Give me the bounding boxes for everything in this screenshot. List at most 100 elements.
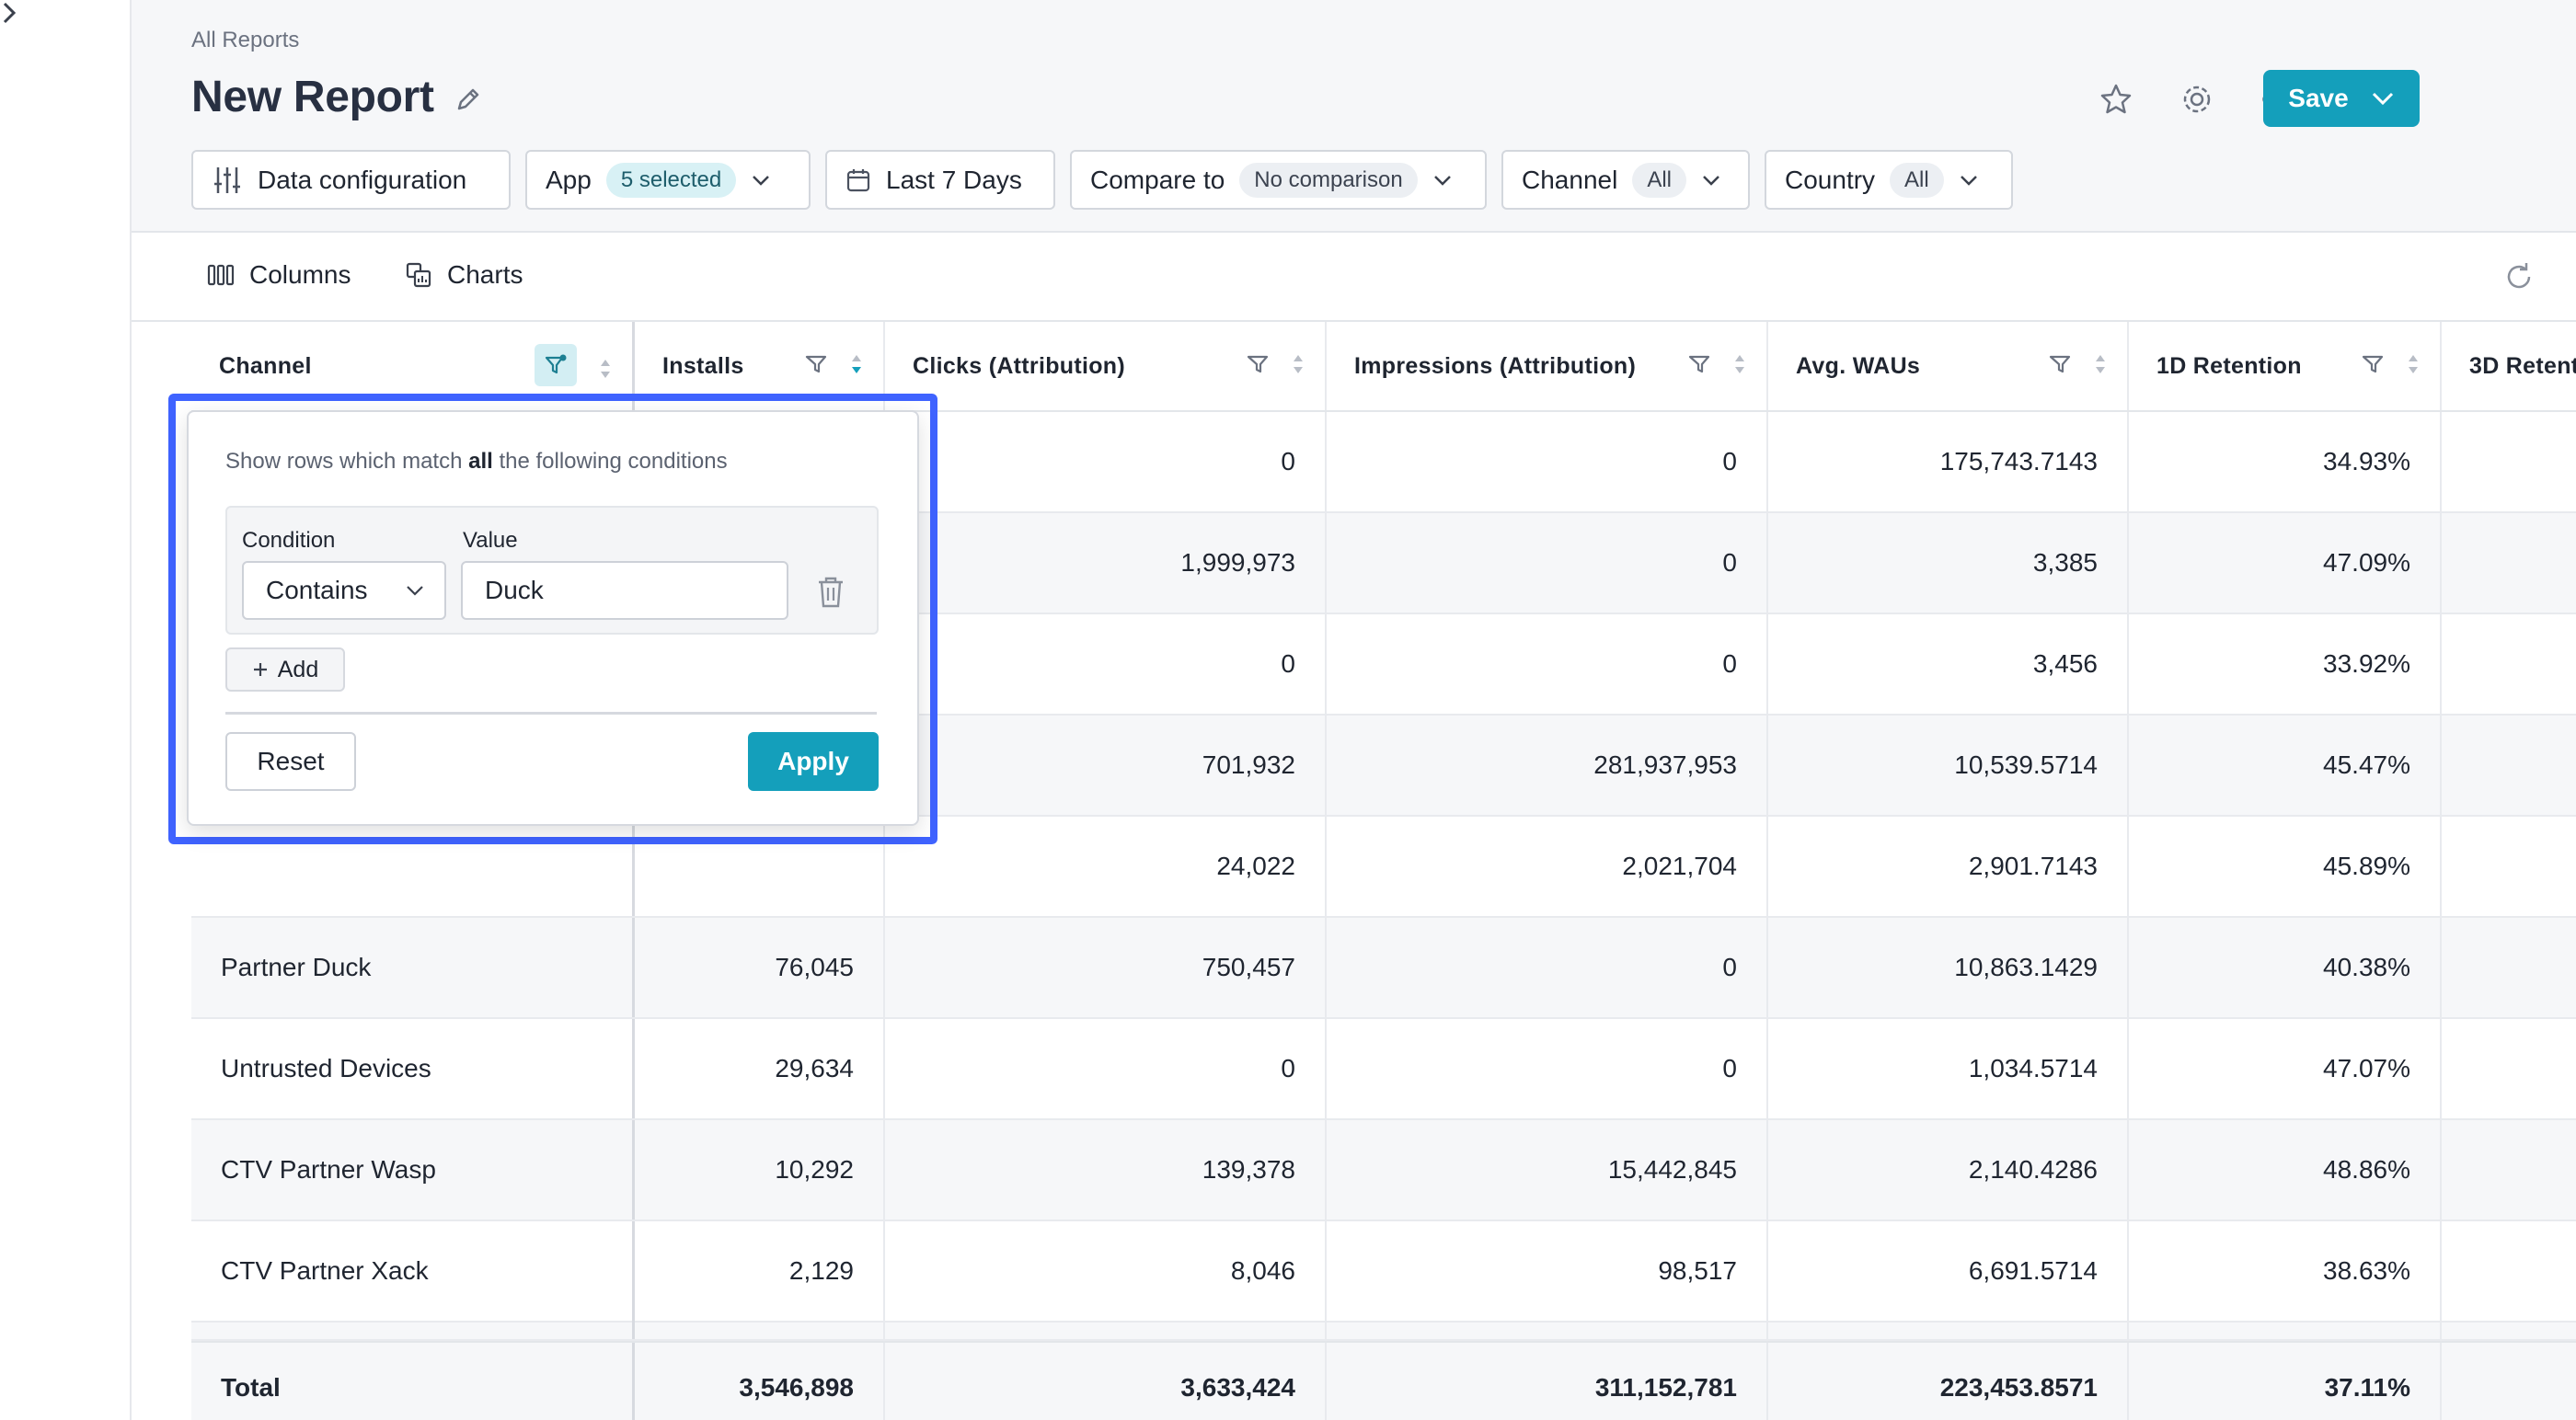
delete-condition-trash-icon[interactable] — [816, 576, 845, 609]
column-header-label: Channel — [219, 352, 312, 379]
filter-active-icon[interactable] — [535, 344, 577, 386]
filter-icon[interactable] — [2361, 352, 2385, 376]
metric-cell: 33.92% — [2129, 614, 2442, 714]
metric-cell: 26.24% — [2442, 412, 2576, 511]
edit-title-pencil-icon[interactable] — [454, 85, 483, 114]
reset-button[interactable]: Reset — [225, 732, 356, 791]
expand-sidebar-button[interactable] — [0, 0, 132, 1420]
table-toolbar: Columns Charts — [132, 233, 2576, 322]
table-row[interactable]: CTV Partner Wasp 10,292 139,378 15,442,845 2… — [191, 1120, 2576, 1221]
chevron-down-icon — [1703, 175, 1719, 186]
app-filter-label: App — [546, 165, 592, 194]
metric-cell: 0 — [885, 614, 1327, 714]
metric-cell: 2,129 — [635, 1221, 885, 1321]
chevron-down-icon — [1433, 175, 1451, 186]
header-actions — [2361, 351, 2420, 377]
breadcrumb[interactable]: All Reports — [191, 28, 300, 52]
charts-button[interactable]: Charts — [405, 260, 523, 290]
metric-cell: 0 — [885, 1019, 1327, 1118]
sort-icon[interactable] — [850, 351, 863, 377]
total-value: 27.57% — [2442, 1343, 2576, 1420]
condition-select-value: Contains — [266, 576, 368, 604]
metric-cell: 33.44% — [2442, 1120, 2576, 1220]
compare-to-label: Compare to — [1090, 165, 1225, 194]
metric-cell: 175,743.7143 — [1768, 412, 2129, 511]
settings-gear-icon[interactable] — [2177, 79, 2217, 120]
filter-icon[interactable] — [1246, 352, 1270, 376]
data-configuration-button[interactable]: Data configuration — [191, 150, 511, 210]
popover-highlight-box — [168, 394, 937, 844]
metric-cell: 3,385 — [1768, 513, 2129, 613]
filter-description: Show rows which match all the following … — [225, 449, 728, 474]
sort-icon[interactable] — [2407, 351, 2420, 377]
column-header-impressions-attribution[interactable]: Impressions (Attribution) — [1327, 322, 1768, 410]
app-selected-count-badge: 5 selected — [605, 162, 737, 198]
columns-button[interactable]: Columns — [207, 260, 351, 290]
date-range-picker[interactable]: Last 7 Days — [825, 150, 1055, 210]
metric-cell: 2,140.4286 — [1768, 1120, 2129, 1220]
metric-cell: 0 — [885, 412, 1327, 511]
column-header-clicks-attribution[interactable]: Clicks (Attribution) — [885, 322, 1327, 410]
app-filter-dropdown[interactable]: App 5 selected — [525, 150, 811, 210]
header-actions — [1246, 351, 1305, 377]
column-header-3d-retention[interactable]: 3D Retention — [2442, 322, 2576, 410]
compare-to-dropdown[interactable]: Compare to No comparison — [1070, 150, 1487, 210]
filter-icon[interactable] — [804, 352, 828, 376]
column-header-avg-waus[interactable]: Avg. WAUs — [1768, 322, 2129, 410]
charts-icon — [406, 262, 431, 288]
metric-cell: 0 — [1327, 1019, 1768, 1118]
metric-cell: 2,021,704 — [1327, 817, 1768, 916]
columns-label: Columns — [249, 260, 351, 289]
header-actions — [1687, 351, 1746, 377]
channel-cell: CTV Partner Wasp — [191, 1120, 635, 1220]
chevron-down-icon — [1960, 175, 1977, 186]
metric-cell: 10,863.1429 — [1768, 918, 2129, 1017]
column-header-channel[interactable]: Channel — [191, 322, 635, 410]
charts-label: Charts — [447, 260, 523, 289]
apply-button[interactable]: Apply — [748, 732, 879, 791]
table-row[interactable]: Partner Duck 76,045 750,457 0 10,863.1429 40.… — [191, 918, 2576, 1019]
sort-icon[interactable] — [1292, 351, 1305, 377]
filter-value-input[interactable]: Duck — [461, 561, 788, 620]
column-header-1d-retention[interactable]: 1D Retention — [2129, 322, 2442, 410]
country-filter-label: Country — [1785, 165, 1876, 194]
metric-cell: 750,457 — [885, 918, 1327, 1017]
favorite-star-icon[interactable] — [2096, 79, 2136, 120]
sort-icon[interactable] — [2094, 351, 2107, 377]
metric-cell: 0 — [1327, 412, 1768, 511]
metric-cell: 34.93% — [2129, 412, 2442, 511]
condition-row: Condition Value Contains Duck — [225, 506, 879, 635]
metric-cell: 1,999,973 — [885, 513, 1327, 613]
add-condition-button[interactable]: Add — [225, 647, 345, 692]
condition-select[interactable]: Contains — [242, 561, 446, 620]
filter-icon[interactable] — [1687, 352, 1711, 376]
table-row[interactable]: CTV Partner Xack 2,129 8,046 98,517 6,691.57… — [191, 1221, 2576, 1323]
channel-filter-label: Channel — [1522, 165, 1618, 194]
channel-filter-dropdown[interactable]: Channel All — [1501, 150, 1750, 210]
metric-cell: 29.14% — [2442, 513, 2576, 613]
metric-cell: 45.89% — [2129, 817, 2442, 916]
sort-icon[interactable] — [599, 356, 612, 382]
save-button[interactable]: Save — [2263, 70, 2420, 127]
column-header-installs[interactable]: Installs — [635, 322, 885, 410]
chevron-down-icon — [2372, 92, 2393, 106]
header-actions — [2048, 351, 2107, 377]
filter-bar: Data configuration App 5 selected Last 7… — [191, 150, 2013, 210]
columns-icon — [207, 264, 235, 286]
chevron-down-icon — [753, 175, 770, 186]
popover-divider — [225, 712, 877, 715]
metric-cell: 10,539.5714 — [1768, 716, 2129, 815]
total-value: 3,546,898 — [635, 1343, 885, 1420]
table-row[interactable]: Untrusted Devices 29,634 0 0 1,034.5714 47.07… — [191, 1019, 2576, 1120]
comparison-value-badge: No comparison — [1239, 162, 1418, 198]
data-configuration-label: Data configuration — [258, 165, 467, 194]
refresh-icon[interactable] — [2502, 260, 2536, 293]
filter-icon[interactable] — [2048, 352, 2072, 376]
add-condition-label: Add — [277, 656, 319, 682]
country-filter-dropdown[interactable]: Country All — [1765, 150, 2013, 210]
metric-cell: 24,022 — [885, 817, 1327, 916]
metric-cell: 32.94% — [2442, 918, 2576, 1017]
sort-icon[interactable] — [1733, 351, 1746, 377]
